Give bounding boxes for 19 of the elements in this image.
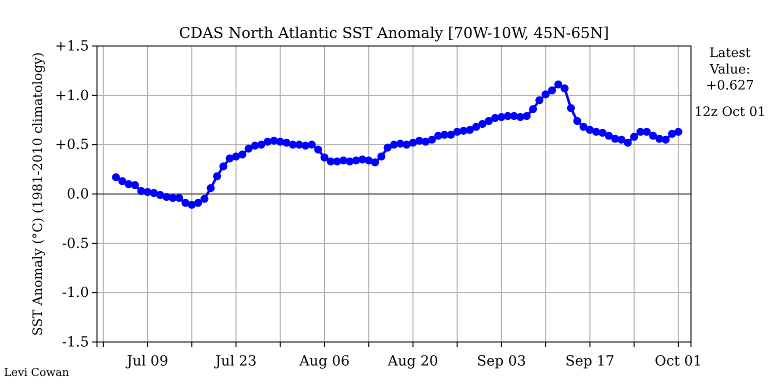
text: Latest Value: +0.627 [706, 46, 754, 94]
x-tick-label: Aug 06 [298, 353, 350, 370]
y-tick-label: -1.0 [62, 285, 89, 302]
y-tick-label: -0.5 [62, 236, 89, 252]
y-tick-label: +0.5 [55, 137, 89, 154]
y-tick-label: +1.0 [55, 88, 89, 104]
chart-title: CDAS North Atlantic SST Anomaly [70W-10W, 45N-65N] [178, 24, 610, 42]
text: Levi Cowan [4, 366, 70, 379]
x-tick-label: Oct 01 [654, 353, 702, 370]
text: 12z Oct 01 [694, 105, 766, 120]
x-tick-label: Aug 20 [386, 353, 438, 370]
x-tick-label: Sep 17 [565, 353, 614, 370]
y-tick-label: 0.0 [66, 186, 89, 202]
x-tick-label: Jul 09 [124, 353, 168, 370]
y-axis-title: SST Anomaly (°C) (1981-2010 climatology) [31, 52, 46, 336]
x-tick-label: Jul 23 [213, 353, 257, 370]
y-tick-label: -1.5 [62, 334, 89, 350]
x-tick-label: Sep 03 [476, 353, 526, 370]
y-tick-label: +1.5 [55, 38, 89, 54]
